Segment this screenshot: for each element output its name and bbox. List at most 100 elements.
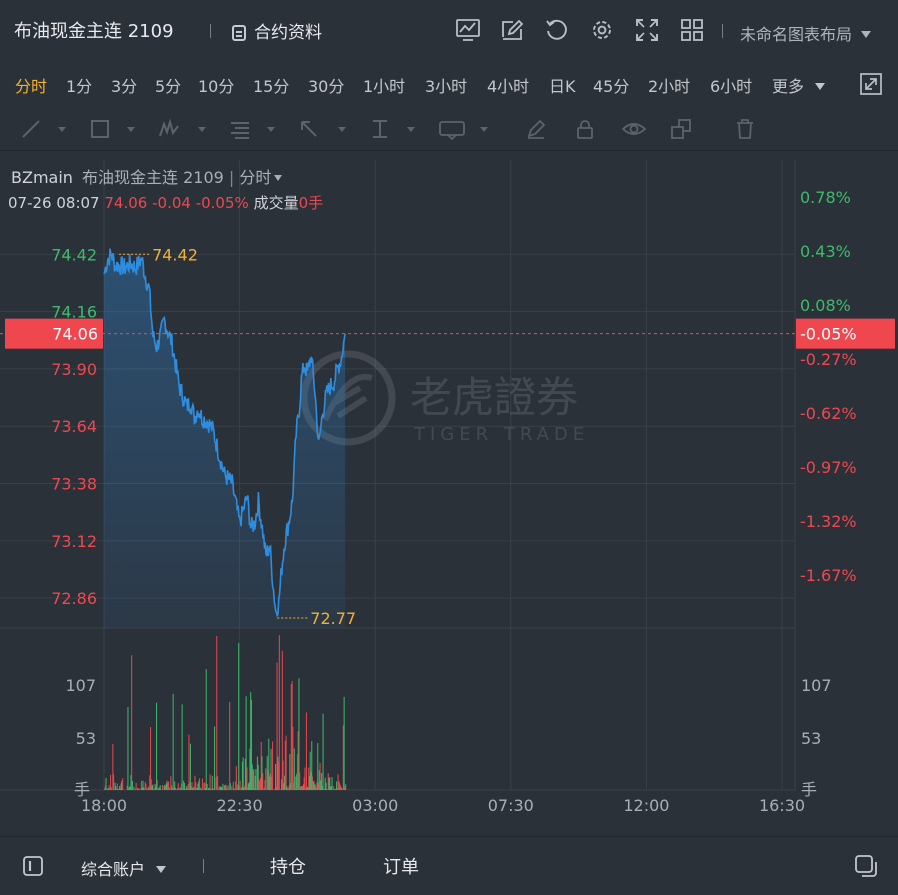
period-1m[interactable]: 1分 (66, 73, 92, 97)
period-30m[interactable]: 30分 (308, 73, 344, 97)
volume-bar (162, 785, 163, 790)
eye-icon[interactable] (621, 118, 647, 140)
instrument-title: 布油现金主连 2109 (14, 17, 174, 43)
positions-tab[interactable]: 持仓 (270, 853, 306, 879)
period-more-label: 更多 (772, 77, 804, 96)
volume-bar (178, 783, 179, 790)
legend-mode-selector[interactable]: 分时 (239, 168, 282, 187)
trash-icon[interactable] (734, 118, 756, 140)
document-icon (232, 25, 246, 41)
arrow-tool-icon[interactable] (298, 118, 320, 140)
volume-bar (273, 789, 274, 790)
low-label: 72.77 (310, 609, 356, 628)
period-2h[interactable]: 2小时 (648, 73, 690, 97)
drawing-toolbar (0, 106, 898, 151)
caret-down-icon[interactable] (407, 127, 415, 132)
volume-bar (229, 702, 230, 790)
fibonacci-tool-icon[interactable] (229, 118, 251, 140)
sidebar-toggle-icon[interactable] (22, 855, 44, 877)
legend-datetime: 07-26 08:07 (8, 194, 100, 212)
layout-selector[interactable]: 未命名图表布局 (740, 21, 871, 45)
volume-bar (133, 787, 134, 790)
time-tick-label: 16:30 (759, 796, 805, 815)
volume-bar (212, 776, 213, 790)
volume-bar (228, 785, 229, 790)
caret-down-icon[interactable] (267, 127, 275, 132)
settings-gear-icon[interactable] (589, 17, 615, 43)
contract-info-button[interactable]: 合约资料 (232, 18, 322, 43)
orders-tab[interactable]: 订单 (383, 853, 419, 879)
period-45m[interactable]: 45分 (593, 73, 629, 97)
volume-bar (317, 743, 318, 790)
trend-line-tool-icon[interactable] (20, 118, 42, 140)
caret-down-icon[interactable] (480, 127, 488, 132)
volume-bar (253, 769, 254, 790)
volume-bar (243, 757, 244, 790)
refresh-icon[interactable] (544, 17, 570, 43)
layers-icon[interactable] (670, 118, 692, 140)
volume-bar (236, 766, 237, 790)
time-tick-label: 18:00 (81, 796, 127, 815)
chart-indicator-icon[interactable] (455, 17, 481, 43)
pen-icon[interactable] (525, 118, 547, 140)
volume-bar (160, 785, 161, 790)
period-more[interactable]: 更多 (772, 73, 825, 97)
edit-icon[interactable] (499, 17, 525, 43)
volume-bar (173, 694, 174, 790)
percent-axis: 0.78%0.43%0.08%-0.27%-0.62%-0.97%-1.32%-… (800, 188, 857, 799)
period-bar: 分时 1分 3分 5分 10分 15分 30分 1小时 3小时 4小时 日K 4… (0, 64, 898, 102)
price-tick-label: 74.42 (51, 245, 97, 264)
percent-tick-label: -0.27% (800, 350, 857, 369)
volume-bar (326, 783, 327, 790)
price-area-fill (104, 249, 345, 628)
volume-tick-label: 107 (801, 676, 832, 695)
caret-down-icon[interactable] (198, 127, 206, 132)
volume-bar (246, 768, 247, 791)
measure-tool-icon[interactable] (369, 118, 391, 140)
caret-down-icon[interactable] (338, 127, 346, 132)
volume-bar (111, 787, 112, 790)
watermark-en: TIGER TRADE (413, 424, 589, 445)
rectangle-tool-icon[interactable] (89, 118, 111, 140)
period-1h[interactable]: 1小时 (363, 73, 405, 97)
period-6h[interactable]: 6小时 (710, 73, 752, 97)
volume-bar (132, 781, 133, 790)
volume-bar (207, 784, 208, 790)
layout-grid-icon[interactable] (679, 17, 705, 43)
popout-window-icon[interactable] (854, 854, 878, 878)
period-4h[interactable]: 4小时 (487, 73, 529, 97)
expand-icon[interactable] (859, 72, 883, 96)
time-tick-label: 22:30 (217, 796, 263, 815)
price-tick-label: 73.64 (51, 417, 97, 436)
volume-bar (106, 778, 107, 790)
legend-name: 布油现金主连 2109 (82, 168, 224, 187)
volume-bar (214, 726, 215, 790)
period-5m[interactable]: 5分 (155, 73, 181, 97)
volume-bar (323, 714, 324, 790)
account-selector[interactable]: 综合账户 (81, 856, 166, 880)
lock-icon[interactable] (574, 118, 596, 140)
period-3m[interactable]: 3分 (111, 73, 137, 97)
watermark: 老虎證券 TIGER TRADE (304, 354, 589, 445)
caret-down-icon[interactable] (58, 127, 66, 132)
period-3h[interactable]: 3小时 (425, 73, 467, 97)
volume-bar (279, 635, 280, 790)
period-intraday[interactable]: 分时 (15, 73, 47, 97)
period-10m[interactable]: 10分 (198, 73, 234, 97)
text-label-tool-icon[interactable] (438, 118, 466, 140)
account-label: 综合账户 (81, 860, 145, 879)
watermark-cn: 老虎證券 (410, 373, 578, 422)
percent-tick-label: 0.43% (800, 242, 851, 261)
caret-down-icon[interactable] (127, 127, 135, 132)
volume-bar (206, 669, 207, 790)
volume-bar (157, 780, 158, 790)
percent-tick-label: 0.08% (800, 296, 851, 315)
legend-quote: 07-26 08:07 74.06 -0.04 -0.05% 成交量0手 (8, 192, 323, 213)
wave-tool-icon[interactable] (158, 118, 180, 140)
period-daily[interactable]: 日K (549, 73, 576, 97)
fullscreen-icon[interactable] (634, 17, 660, 43)
legend-symbol: BZmain (11, 168, 73, 187)
period-15m[interactable]: 15分 (253, 73, 289, 97)
price-tick-label: 72.86 (51, 589, 97, 608)
